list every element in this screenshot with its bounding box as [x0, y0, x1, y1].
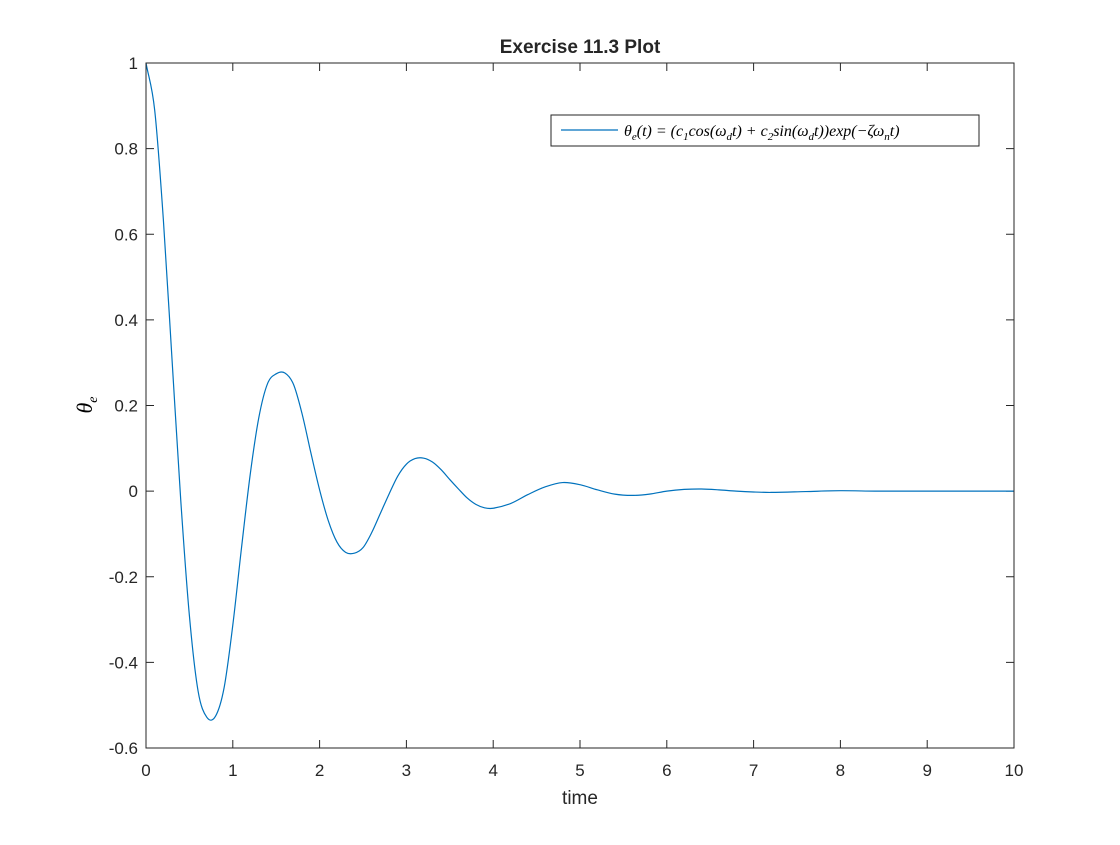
x-tick-label: 3: [402, 761, 411, 780]
x-tick-label: 2: [315, 761, 324, 780]
y-tick-label: 0.4: [114, 311, 138, 330]
axes-background: [146, 63, 1014, 748]
x-tick-label: 10: [1005, 761, 1024, 780]
y-tick-label: 0.6: [114, 225, 138, 244]
x-tick-label: 6: [662, 761, 671, 780]
x-tick-label: 8: [836, 761, 845, 780]
chart-title: Exercise 11.3 Plot: [500, 37, 661, 58]
x-tick-label: 7: [749, 761, 758, 780]
y-axis-label: θe: [72, 396, 101, 413]
legend-box: [550, 114, 980, 147]
x-tick-label: 0: [141, 761, 150, 780]
x-axis-label: time: [562, 788, 598, 809]
y-tick-label: 0.2: [114, 397, 138, 416]
y-tick-label: -0.6: [109, 739, 138, 758]
legend[interactable]: θe(t) = (c1cos(ωdt) + c2sin(ωdt))exp(−ζω…: [550, 114, 980, 147]
x-axis: 0 1 2 3 4 5 6 7 8 9 10: [141, 63, 1023, 780]
plot-area: [145, 62, 1014, 721]
legend-entry-label: θe(t) = (c1cos(ωdt) + c2sin(ωdt))exp(−ζω…: [624, 123, 900, 143]
x-tick-label: 1: [228, 761, 237, 780]
series-line-0: [145, 62, 1014, 721]
y-axis: -0.6 -0.4 -0.2 0 0.2 0.4 0.6 0.8 1: [109, 54, 1014, 758]
x-tick-label: 9: [922, 761, 931, 780]
y-tick-label: -0.4: [109, 653, 138, 672]
y-tick-label: 1: [129, 54, 138, 73]
y-tick-label: 0.8: [114, 140, 138, 159]
x-tick-label: 4: [488, 761, 497, 780]
y-tick-label: 0: [129, 482, 138, 501]
axes-box: [145, 62, 1015, 749]
y-tick-label: -0.2: [109, 568, 138, 587]
x-tick-label: 5: [575, 761, 584, 780]
